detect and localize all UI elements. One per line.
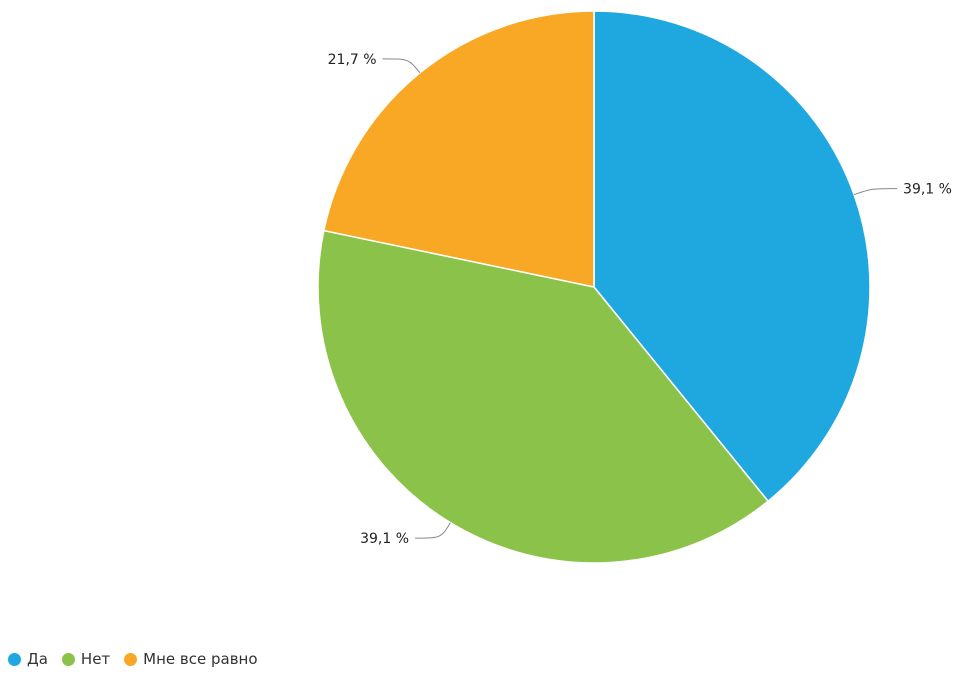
- legend-label-mne-vse-ravno: Мне все равно: [143, 650, 258, 668]
- leader-line-mne-vse-ravno: [382, 58, 421, 74]
- legend-marker-da: [8, 652, 21, 666]
- slice-label-net: 39,1 %: [360, 531, 409, 547]
- slice-label-da: 39,1 %: [903, 182, 952, 198]
- label-leader-lines: [382, 58, 898, 539]
- leader-line-da: [853, 188, 898, 196]
- legend-label-net: Нет: [80, 650, 111, 668]
- legend-marker-mne-vse-ravno: [124, 652, 138, 666]
- legend-item-net[interactable]: Нет: [61, 650, 111, 668]
- leader-line-net: [415, 522, 451, 539]
- legend-item-mne-vse-ravno[interactable]: Мне все равно: [124, 650, 258, 668]
- legend-marker-net: [61, 652, 75, 666]
- legend-label-da: Да: [27, 650, 48, 668]
- pie-slices: [317, 10, 871, 564]
- slice-labels: 39,1 % 39,1 % 21,7 %: [328, 52, 952, 547]
- pie-chart: 39,1 % 39,1 % 21,7 %: [317, 10, 952, 564]
- slice-label-mne-vse-ravno: 21,7 %: [328, 52, 377, 68]
- legend: Да Нет Мне все равно: [8, 650, 258, 668]
- legend-item-da[interactable]: Да: [8, 650, 48, 668]
